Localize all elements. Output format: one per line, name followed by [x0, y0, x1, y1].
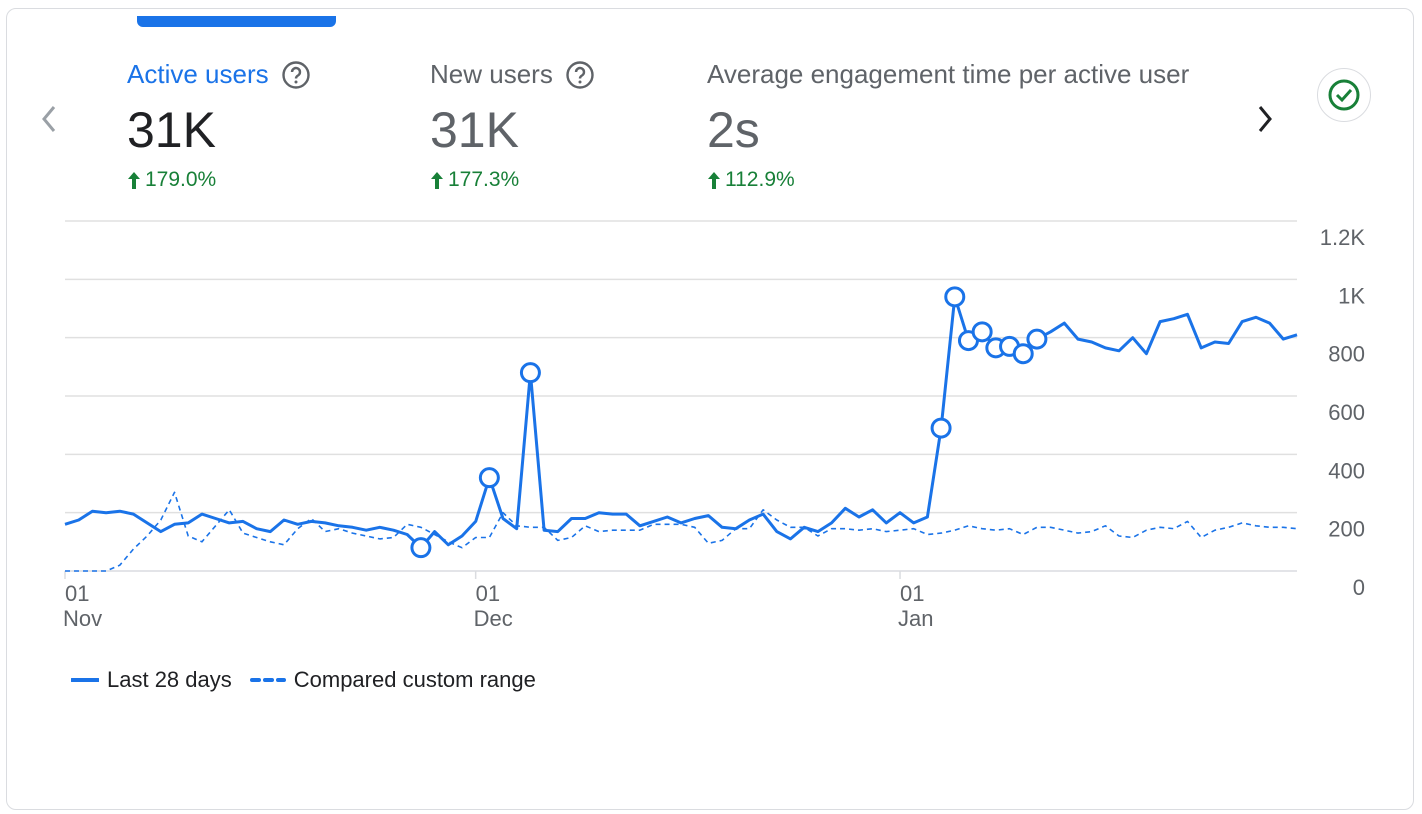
anomaly-point — [410, 537, 432, 559]
legend-label: Compared custom range — [293, 667, 536, 692]
anomaly-point — [1012, 343, 1034, 365]
report-card: Active users 31K 179.0% New users 31K 17… — [6, 8, 1414, 810]
solid-line-swatch — [71, 678, 99, 682]
metric-change-value: 177.3% — [448, 168, 520, 191]
metric-change: 112.9% — [707, 168, 1223, 192]
data-quality-status-button[interactable] — [1317, 68, 1371, 122]
anomaly-point — [971, 321, 993, 343]
x-tick-month: Jan — [898, 606, 933, 631]
y-tick-label: 1K — [1338, 283, 1365, 308]
y-tick-label: 0 — [1353, 575, 1365, 600]
series-line-primary — [64, 295, 1298, 550]
chevron-left-icon — [42, 106, 56, 132]
anomaly-point — [1026, 328, 1048, 350]
metric-value: 31K — [127, 102, 216, 158]
x-tick-month: Dec — [474, 606, 513, 631]
metric-value: 31K — [430, 102, 519, 158]
x-tick-day: 01 — [900, 581, 924, 606]
anomaly-point — [478, 467, 500, 489]
metric-change: 177.3% — [430, 168, 595, 192]
x-tick-month: Nov — [63, 606, 102, 631]
anomaly-point — [519, 362, 541, 384]
chart-legend: Last 28 days Compared custom range — [71, 667, 554, 693]
metric-title: Active users — [127, 59, 269, 89]
metric-change: 179.0% — [127, 168, 311, 192]
arrow-up-icon — [128, 172, 140, 189]
series-line-comparison — [65, 491, 1298, 572]
metric-title: New users — [430, 59, 553, 89]
previous-metrics-button[interactable] — [33, 101, 65, 137]
metric-tab-new-users[interactable]: New users 31K 177.3% — [430, 59, 595, 192]
help-circle-icon[interactable] — [281, 60, 311, 90]
active-tab-indicator — [137, 16, 336, 27]
help-circle-icon[interactable] — [565, 60, 595, 90]
arrow-up-icon — [708, 172, 720, 189]
metric-change-value: 179.0% — [145, 168, 217, 191]
x-tick-day: 01 — [65, 581, 89, 606]
legend-label: Last 28 days — [107, 667, 232, 692]
arrow-up-icon — [431, 172, 443, 189]
y-tick-label: 1.2K — [1320, 225, 1366, 250]
chevron-right-icon — [1258, 106, 1272, 132]
metric-tab-avg-engagement[interactable]: Average engagement time per active user … — [707, 59, 1223, 192]
dashed-line-swatch — [249, 678, 286, 682]
legend-item-compared-range[interactable]: Compared custom range — [249, 667, 536, 693]
anomaly-point — [930, 417, 952, 439]
metric-value: 2s — [707, 102, 760, 158]
metric-title: Average engagement time per active user — [707, 59, 1190, 89]
check-circle-icon — [1328, 79, 1360, 111]
x-tick-day: 01 — [476, 581, 500, 606]
y-tick-label: 400 — [1328, 458, 1365, 483]
anomaly-point — [944, 286, 966, 308]
metric-change-value: 112.9% — [725, 168, 795, 191]
metric-tab-active-users[interactable]: Active users 31K 179.0% — [127, 59, 311, 192]
next-metrics-button[interactable] — [1249, 101, 1281, 137]
legend-item-last-28-days[interactable]: Last 28 days — [71, 667, 232, 693]
y-tick-label: 200 — [1328, 517, 1365, 542]
y-tick-label: 600 — [1328, 400, 1365, 425]
y-tick-label: 800 — [1328, 342, 1365, 367]
